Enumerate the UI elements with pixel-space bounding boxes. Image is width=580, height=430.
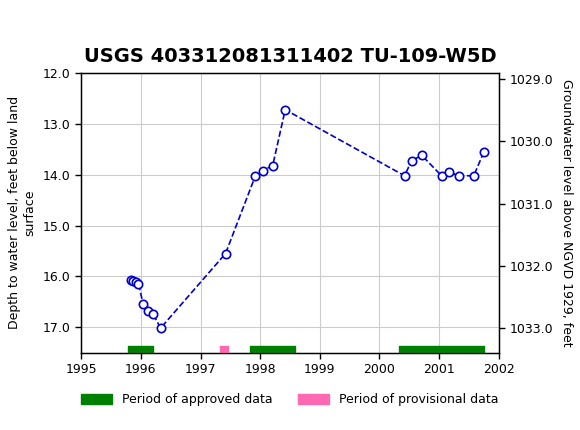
Y-axis label: Groundwater level above NGVD 1929, feet: Groundwater level above NGVD 1929, feet xyxy=(560,79,573,347)
Y-axis label: Depth to water level, feet below land
surface: Depth to water level, feet below land su… xyxy=(8,96,36,329)
Legend: Period of approved data, Period of provisional data: Period of approved data, Period of provi… xyxy=(76,388,504,412)
Text: ▒USGS: ▒USGS xyxy=(12,15,70,37)
Title: USGS 403312081311402 TU-109-W5D: USGS 403312081311402 TU-109-W5D xyxy=(84,47,496,66)
